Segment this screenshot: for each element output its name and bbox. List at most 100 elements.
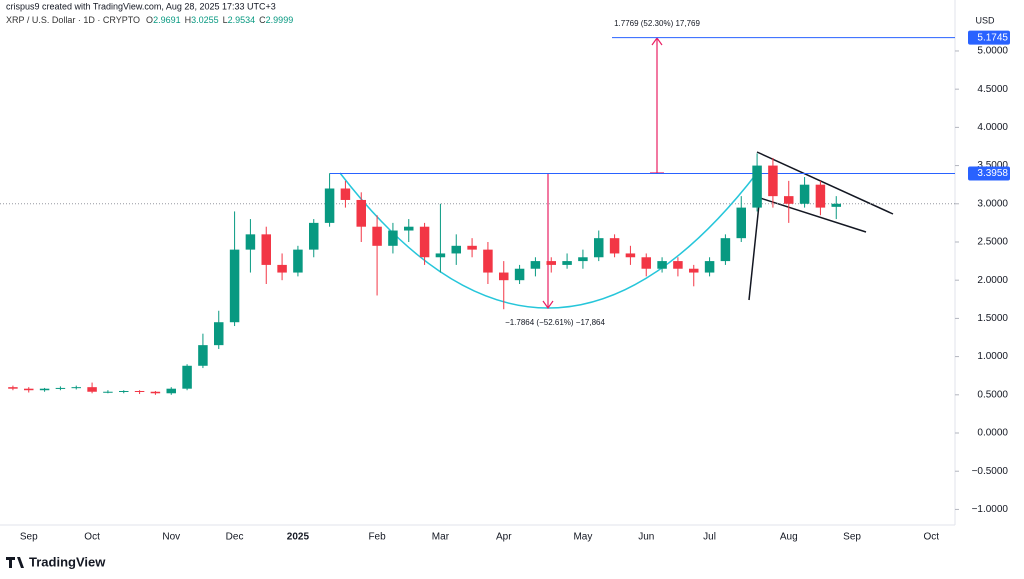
quote-key: C bbox=[259, 15, 266, 25]
candle-body bbox=[736, 207, 746, 239]
candle-body bbox=[641, 257, 651, 269]
y-tick-label: 4.5000 bbox=[977, 84, 1008, 95]
candle-body bbox=[625, 253, 636, 258]
symbol: XRP / U.S. Dollar · 1D · CRYPTO bbox=[6, 15, 140, 25]
y-tick-label: 1.5000 bbox=[977, 313, 1008, 324]
quote-key: L bbox=[223, 15, 228, 25]
quote-value: 2.9999 bbox=[266, 15, 294, 25]
candle-body bbox=[214, 322, 224, 346]
x-tick-label: Oct bbox=[84, 532, 100, 543]
price-box-label: 3.3958 bbox=[977, 168, 1008, 179]
y-tick-label: 2.0000 bbox=[977, 275, 1008, 286]
x-tick-label: Sep bbox=[843, 532, 861, 543]
x-tick-label: Sep bbox=[20, 532, 38, 543]
candle-body bbox=[435, 253, 446, 258]
candle-body bbox=[499, 272, 509, 281]
quote-key: O bbox=[146, 15, 153, 25]
candle-body bbox=[150, 391, 161, 394]
quote-value: 2.9691 bbox=[153, 15, 181, 25]
y-tick-label: −1.0000 bbox=[972, 504, 1009, 515]
candle-body bbox=[356, 199, 366, 227]
price-box bbox=[968, 166, 1010, 181]
y-tick-label: 3.5000 bbox=[977, 160, 1008, 171]
candle-body bbox=[324, 188, 335, 223]
x-tick-label: Oct bbox=[923, 532, 939, 543]
quote-key: H bbox=[185, 15, 192, 25]
credit: crispus9 created with TradingView.com, A… bbox=[6, 1, 276, 11]
candle-body bbox=[578, 257, 588, 262]
candle-body bbox=[277, 264, 287, 273]
candle-body bbox=[166, 388, 176, 394]
x-tick-label: May bbox=[573, 532, 592, 543]
y-tick-label: 1.0000 bbox=[977, 351, 1008, 362]
y-tick-label: 0.5000 bbox=[977, 389, 1008, 400]
candle-body bbox=[483, 249, 493, 273]
currency: USD bbox=[975, 15, 995, 25]
candle-body bbox=[451, 245, 461, 254]
candle-body bbox=[388, 230, 398, 246]
candle-body bbox=[657, 261, 667, 269]
candle-body bbox=[673, 261, 683, 269]
candle-body bbox=[119, 390, 129, 392]
x-tick-label: 2025 bbox=[287, 532, 310, 543]
candle-body bbox=[229, 249, 240, 323]
candle-body bbox=[24, 388, 34, 391]
logo bbox=[6, 557, 24, 568]
candle-body bbox=[467, 245, 477, 250]
y-tick-label: 3.0000 bbox=[977, 198, 1008, 209]
candle-body bbox=[704, 261, 715, 273]
flag-pole bbox=[748, 194, 761, 301]
brand: TradingView bbox=[29, 554, 106, 569]
candle-body bbox=[514, 268, 525, 281]
candle-body bbox=[340, 188, 351, 200]
price-box-label: 5.1745 bbox=[977, 32, 1008, 43]
candle-body bbox=[546, 261, 556, 265]
candle-body bbox=[799, 184, 810, 204]
candle-body bbox=[720, 238, 731, 262]
x-tick-label: Jun bbox=[638, 532, 654, 543]
x-tick-label: Aug bbox=[780, 532, 798, 543]
candle-body bbox=[55, 387, 66, 389]
candle-body bbox=[245, 234, 256, 250]
candle-body bbox=[609, 238, 620, 254]
y-tick-label: 5.0000 bbox=[977, 46, 1008, 57]
candle-body bbox=[815, 184, 826, 208]
candle-body bbox=[71, 387, 81, 389]
x-tick-label: Dec bbox=[226, 532, 244, 543]
annotation: −1.7864 (−52.61%) −17,864 bbox=[505, 318, 605, 327]
candle-body bbox=[134, 390, 145, 392]
candle-body bbox=[689, 268, 699, 273]
symbol-info: XRP / U.S. Dollar · 1D · CRYPTO O2.9691 H3… bbox=[6, 15, 293, 25]
candle-body bbox=[768, 165, 778, 197]
x-tick-label: Mar bbox=[432, 532, 450, 543]
candle-body bbox=[404, 226, 414, 231]
quote-value: 3.0255 bbox=[191, 15, 219, 25]
candle-body bbox=[261, 234, 271, 265]
y-tick-label: 2.5000 bbox=[977, 237, 1008, 248]
x-tick-label: Nov bbox=[162, 532, 180, 543]
candle-body bbox=[372, 226, 382, 246]
price-box bbox=[968, 30, 1010, 45]
candle-body bbox=[752, 165, 762, 208]
candle-body bbox=[530, 261, 541, 269]
candle-body bbox=[562, 261, 572, 265]
candle-body bbox=[293, 249, 303, 273]
x-tick-label: Apr bbox=[496, 532, 512, 543]
quote-value: 2.9534 bbox=[228, 15, 256, 25]
candle-body bbox=[831, 203, 841, 207]
candle-body bbox=[103, 391, 113, 393]
candle-body bbox=[784, 196, 794, 204]
y-tick-label: 0.0000 bbox=[977, 428, 1008, 439]
candle-body bbox=[182, 365, 192, 389]
candle-body bbox=[198, 345, 208, 366]
candle-body bbox=[594, 238, 604, 258]
candle-body bbox=[87, 387, 97, 392]
candle-body bbox=[419, 226, 430, 258]
y-tick-label: −0.5000 bbox=[972, 466, 1009, 477]
y-tick-label: 4.0000 bbox=[977, 122, 1008, 133]
arrow-head bbox=[542, 300, 554, 310]
annotation: 1.7769 (52.30%) 17,769 bbox=[614, 19, 700, 28]
candle-body bbox=[8, 387, 18, 389]
flag-line bbox=[756, 196, 867, 233]
